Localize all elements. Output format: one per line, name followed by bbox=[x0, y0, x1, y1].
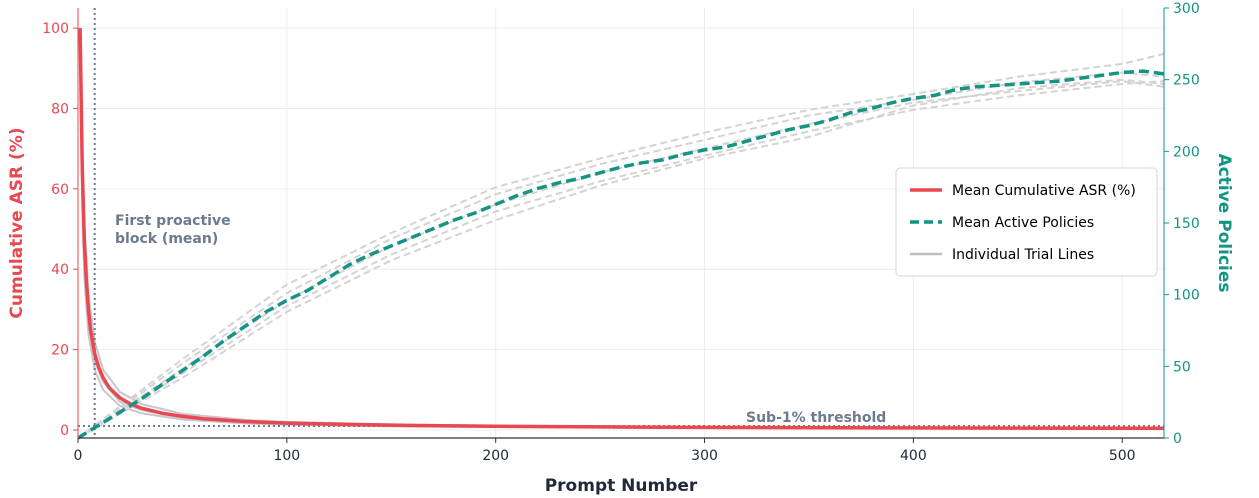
y-right-tick-label: 50 bbox=[1173, 359, 1191, 375]
legend: Mean Cumulative ASR (%) Mean Active Poli… bbox=[895, 167, 1158, 277]
threshold-annotation: Sub-1% threshold bbox=[746, 410, 886, 426]
legend-trials-label: Individual Trial Lines bbox=[952, 247, 1094, 263]
y-right-tick-label: 100 bbox=[1173, 288, 1200, 304]
trial-line bbox=[77, 78, 1165, 439]
x-tick-label: 500 bbox=[1109, 448, 1136, 464]
y-right-tick-label: 250 bbox=[1173, 73, 1200, 89]
y-left-tick-label: 40 bbox=[51, 262, 69, 278]
first-block-annotation-line1: First proactive bbox=[115, 213, 231, 229]
reference-lines bbox=[78, 8, 1164, 438]
tick-labels: 0 100 200 300 400 500 0 20 40 60 80 100 0 50 100 150 200… bbox=[42, 1, 1199, 464]
y-right-tick-label: 300 bbox=[1173, 1, 1200, 17]
y-right-tick-label: 200 bbox=[1173, 144, 1200, 160]
trial-line bbox=[77, 80, 1165, 439]
trial-line bbox=[77, 52, 1165, 439]
trial-line bbox=[77, 71, 1165, 439]
x-tick-label: 100 bbox=[273, 448, 300, 464]
mean-policies-line bbox=[77, 69, 1165, 440]
y-axis-right-title: Active Policies bbox=[1214, 153, 1234, 292]
first-block-annotation-line2: block (mean) bbox=[115, 231, 218, 247]
legend-box bbox=[895, 167, 1158, 277]
series-lines bbox=[77, 28, 1165, 440]
x-axis-title: Prompt Number bbox=[545, 476, 698, 496]
y-left-tick-label: 0 bbox=[60, 423, 69, 439]
y-left-tick-label: 80 bbox=[51, 101, 69, 117]
x-tick-label: 200 bbox=[482, 448, 509, 464]
mean-asr-line bbox=[78, 28, 1165, 431]
y-axis-left-title: Cumulative ASR (%) bbox=[7, 127, 27, 318]
x-tick-label: 0 bbox=[74, 448, 83, 464]
y-right-tick-label: 150 bbox=[1173, 216, 1200, 232]
x-tick-label: 300 bbox=[691, 448, 718, 464]
trial-line bbox=[77, 80, 1165, 439]
y-left-tick-label: 20 bbox=[51, 343, 69, 359]
y-left-tick-label: 100 bbox=[42, 21, 69, 37]
x-tick-label: 400 bbox=[900, 448, 927, 464]
legend-asr-label: Mean Cumulative ASR (%) bbox=[952, 183, 1136, 199]
y-left-tick-label: 60 bbox=[51, 182, 69, 198]
axes bbox=[73, 7, 1169, 443]
y-right-tick-label: 0 bbox=[1173, 431, 1182, 447]
legend-policies-label: Mean Active Policies bbox=[952, 215, 1094, 231]
